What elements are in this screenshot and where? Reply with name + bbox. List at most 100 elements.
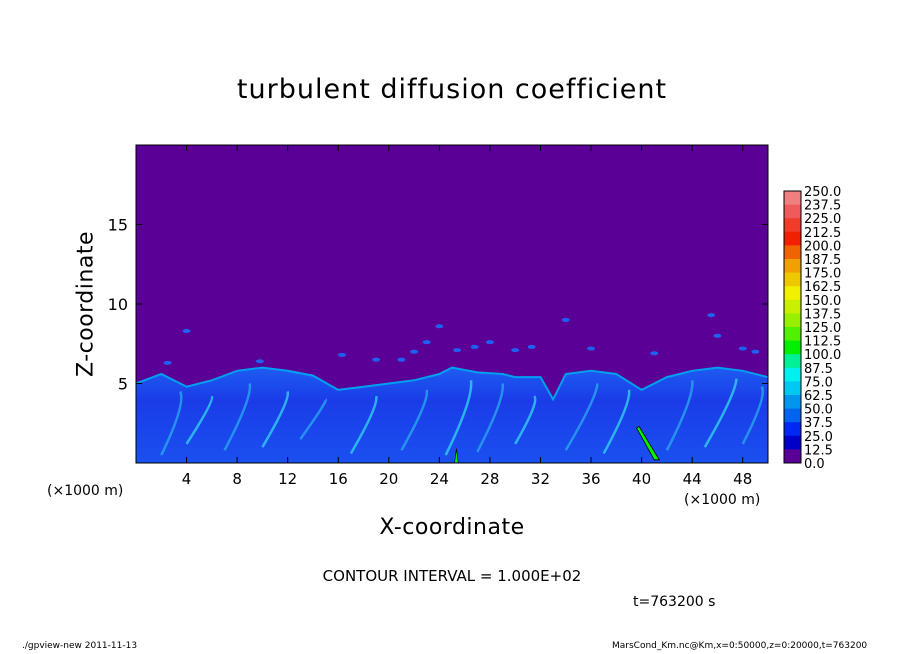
x-tick-label: 40 <box>632 470 651 488</box>
colorbar: 250.0237.5225.0212.5200.0187.5175.0162.5… <box>783 185 841 472</box>
turbulence-blob <box>453 348 462 353</box>
turbulence-streak <box>602 389 631 455</box>
turbulence-streak <box>476 383 504 453</box>
turbulence-blob <box>485 340 494 345</box>
colorbar-level-label: 250.0 <box>804 185 841 200</box>
colorbar-level-label: 125.0 <box>804 321 841 336</box>
x-unit-label: (×1000 m) <box>47 483 124 499</box>
turbulence-streak <box>349 395 378 455</box>
turbulence-blob <box>650 351 659 356</box>
colorbar-level-label: 37.5 <box>804 416 833 431</box>
high-value-spike <box>454 448 459 463</box>
layer-top-edge <box>136 366 768 402</box>
colorbar-segment <box>784 395 801 410</box>
turbulence-streak <box>160 390 183 456</box>
x-tick-label: 36 <box>581 470 600 488</box>
colorbar-level-label: 0.0 <box>804 457 825 472</box>
x-axis-label: X-coordinate <box>379 515 525 540</box>
colorbar-segment <box>784 204 801 219</box>
colorbar-level-label: 150.0 <box>804 294 841 309</box>
turbulence-streak <box>564 383 599 451</box>
x-tick-label: 8 <box>232 470 242 488</box>
footer-left: ./gpview-new 2011-11-13 <box>22 641 138 651</box>
colorbar-segment <box>784 231 801 246</box>
y-tick-label: 10 <box>108 295 128 314</box>
turbulence-blob <box>713 333 722 338</box>
x-tick-label: 48 <box>733 470 752 488</box>
x-tick-label: 44 <box>683 470 702 488</box>
colorbar-level-label: 112.5 <box>804 335 841 350</box>
colorbar-segment <box>784 381 801 396</box>
turbulence-blob <box>182 329 191 334</box>
colorbar-level-label: 187.5 <box>804 253 841 268</box>
colorbar-segment <box>784 354 801 369</box>
x-tick-label: 12 <box>278 470 297 488</box>
turbulence-streak <box>444 380 473 456</box>
high-value-plume <box>636 425 661 461</box>
turbulence-streak <box>703 378 738 448</box>
colorbar-segment <box>784 191 801 206</box>
colorbar-level-label: 62.5 <box>804 389 833 404</box>
colorbar-level-label: 100.0 <box>804 348 841 363</box>
colorbar-segment <box>784 435 801 450</box>
colorbar-segment <box>784 367 801 382</box>
colorbar-segment <box>784 272 801 287</box>
time-label: t=763200 s <box>633 594 716 610</box>
turbulence-blob <box>410 349 419 354</box>
turbulence-streak <box>665 380 694 451</box>
colorbar-level-label: 50.0 <box>804 403 833 418</box>
colorbar-level-label: 12.5 <box>804 443 833 458</box>
turbulence-streak <box>261 391 290 448</box>
colorbar-level-label: 225.0 <box>804 212 841 227</box>
y-tick-label: 15 <box>108 216 128 235</box>
turbulence-blob <box>163 360 172 365</box>
y-tick-label: 5 <box>118 375 128 394</box>
turbulence-blob <box>372 357 381 362</box>
turbulence-blob <box>587 346 596 351</box>
colorbar-level-label: 200.0 <box>804 239 841 254</box>
colorbar-segment <box>784 408 801 423</box>
colorbar-segment <box>784 259 801 274</box>
turbulence-blob <box>255 359 264 364</box>
colorbar-segment <box>784 245 801 260</box>
turbulence-blob <box>470 344 479 349</box>
turbulence-blob <box>561 317 570 322</box>
colorbar-level-label: 237.5 <box>804 199 841 214</box>
turbulent-field <box>136 313 768 463</box>
colorbar-segment <box>784 286 801 301</box>
turbulence-streak <box>185 395 214 445</box>
turbulent-layer <box>136 367 768 463</box>
turbulence-blob <box>338 352 347 357</box>
x-tick-label: 20 <box>379 470 398 488</box>
colorbar-level-label: 212.5 <box>804 226 841 241</box>
colorbar-level-label: 75.0 <box>804 375 833 390</box>
colorbar-segment <box>784 422 801 437</box>
turbulence-blob <box>397 357 406 362</box>
colorbar-segment <box>784 218 801 233</box>
x-axis: 4 8 12 16 20 24 28 32 36 40 44 48 <box>182 145 752 488</box>
turbulence-streak <box>400 389 429 451</box>
turbulence-blob <box>707 313 716 318</box>
x-unit-label-right: (×1000 m) <box>684 492 761 508</box>
colorbar-segment <box>784 313 801 328</box>
chart-title: turbulent diffusion coefficient <box>236 74 668 105</box>
turbulence-blob <box>751 349 760 354</box>
turbulence-streak <box>223 383 252 451</box>
x-tick-label: 32 <box>531 470 550 488</box>
turbulence-blob <box>422 340 431 345</box>
colorbar-level-label: 175.0 <box>804 267 841 282</box>
colorbar-level-label: 87.5 <box>804 362 833 377</box>
x-tick-label: 24 <box>430 470 449 488</box>
colorbar-segment <box>784 449 801 464</box>
colorbar-frame <box>783 190 802 464</box>
colorbar-segment <box>784 327 801 342</box>
turbulence-blob <box>738 346 747 351</box>
turbulence-blob <box>511 348 520 353</box>
turbulence-blob <box>435 324 444 329</box>
colorbar-segment <box>784 340 801 355</box>
colorbar-level-label: 137.5 <box>804 307 841 322</box>
colorbar-segment <box>784 299 801 314</box>
x-tick-label: 4 <box>182 470 192 488</box>
y-axis-label: Z-coordinate <box>73 231 99 377</box>
